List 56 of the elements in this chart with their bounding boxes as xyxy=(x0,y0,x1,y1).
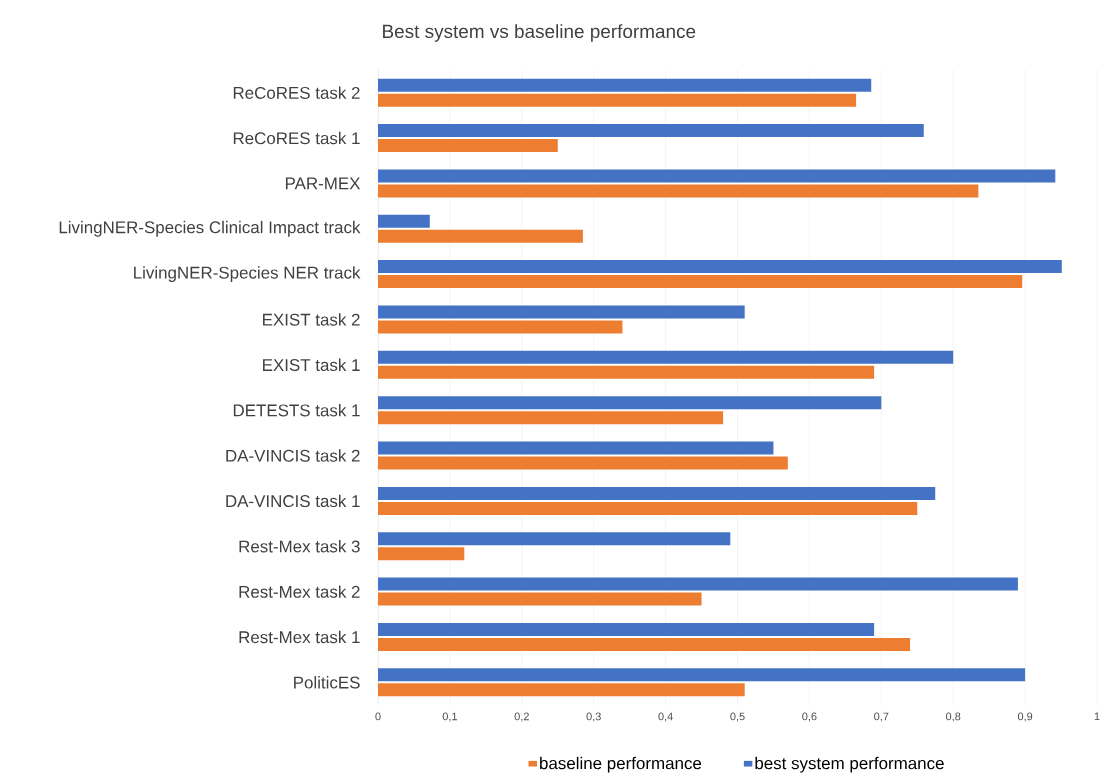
bar xyxy=(378,486,936,500)
bar xyxy=(378,184,979,198)
x-tick-label: 0,5 xyxy=(730,712,745,722)
bar xyxy=(378,683,745,697)
bar xyxy=(378,305,745,319)
x-tick-label: 1 xyxy=(1094,712,1100,721)
bar xyxy=(378,532,731,546)
bar xyxy=(378,365,875,379)
y-tick-label: EXIST task 1 xyxy=(263,358,360,372)
bar xyxy=(378,350,954,364)
x-tick-label: 0,4 xyxy=(658,712,673,722)
bar xyxy=(378,139,558,153)
x-tick-label: 0,8 xyxy=(946,712,961,722)
y-tick-label: ReCoRES task 2 xyxy=(233,86,360,99)
bar xyxy=(378,592,702,606)
x-tick-label: 0,9 xyxy=(1017,712,1033,722)
bar xyxy=(378,396,882,410)
y-tick-label: PAR-MEX xyxy=(285,177,361,190)
y-tick-label: DETESTS task 1 xyxy=(233,403,360,417)
legend-label: baseline performance xyxy=(540,756,702,773)
y-tick-label: Rest-Mex task 3 xyxy=(239,540,360,553)
bar xyxy=(378,93,857,107)
bar xyxy=(378,169,1056,183)
y-tick-label: Rest-Mex task 1 xyxy=(239,630,360,644)
bar xyxy=(378,456,788,470)
bar xyxy=(378,637,911,651)
bar xyxy=(378,577,1018,591)
bar xyxy=(378,622,875,636)
x-tick-label: 0 xyxy=(375,712,381,721)
bar xyxy=(378,547,465,561)
chart-title: Best system vs baseline performance xyxy=(383,24,696,42)
x-tick-label: 0,7 xyxy=(874,712,889,722)
x-tick-label: 0,3 xyxy=(586,712,601,722)
x-tick-label: 0,1 xyxy=(442,712,457,722)
bar xyxy=(378,78,872,92)
bar xyxy=(378,320,623,334)
bar xyxy=(378,275,1023,289)
bar xyxy=(378,668,1026,682)
bar xyxy=(378,501,918,515)
y-tick-label: LivingNER-Species Clinical Impact track xyxy=(59,220,361,237)
y-tick-label: DA-VINCIS task 1 xyxy=(226,494,360,508)
bar xyxy=(378,214,430,228)
bar xyxy=(378,411,724,425)
y-tick-label: LivingNER-Species NER track xyxy=(134,266,361,282)
y-tick-label: Rest-Mex task 2 xyxy=(239,585,360,598)
y-tick-label: DA-VINCIS task 2 xyxy=(226,449,360,462)
y-tick-label: ReCoRES task 1 xyxy=(233,131,360,145)
bar xyxy=(378,124,924,138)
bar xyxy=(378,260,1062,274)
x-tick-label: 0,6 xyxy=(802,712,817,722)
bar xyxy=(378,441,774,455)
x-tick-label: 0,2 xyxy=(514,712,529,722)
y-tick-label: EXIST task 2 xyxy=(263,313,360,326)
y-tick-label: PoliticES xyxy=(294,676,360,689)
bar xyxy=(378,229,583,243)
legend-label: best system performance xyxy=(755,756,944,773)
